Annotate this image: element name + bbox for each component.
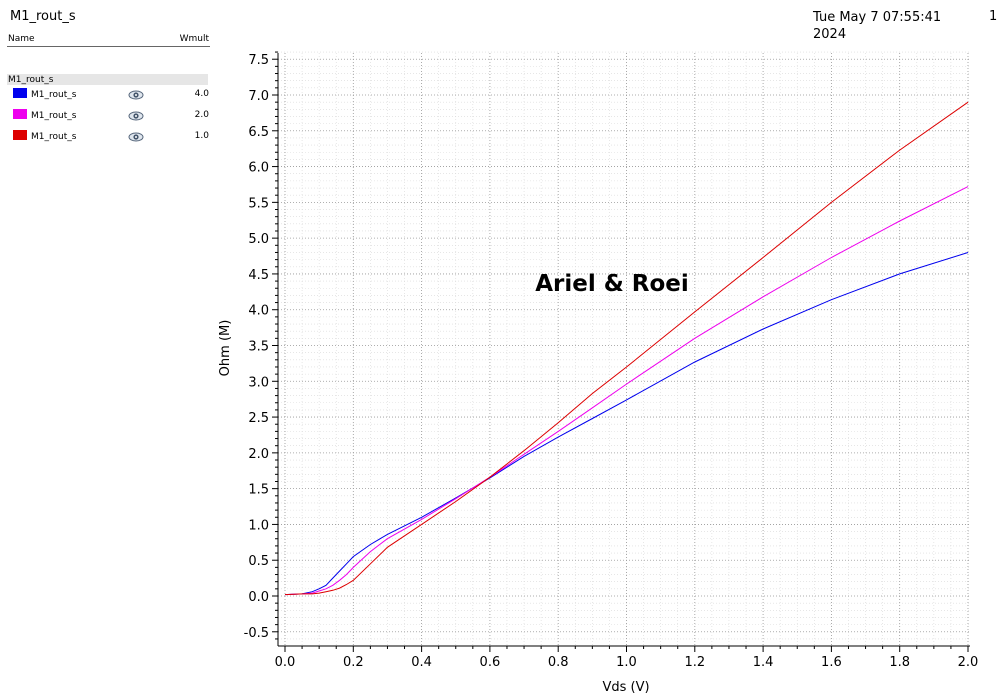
- legend-item[interactable]: M1_rout_s 4.0: [13, 88, 209, 102]
- y-tick-label: 7.5: [248, 53, 269, 68]
- chart-annotation: Ariel & Roei: [535, 271, 689, 297]
- x-tick-label: 0.8: [548, 655, 569, 670]
- x-axis-label: Vds (V): [602, 680, 649, 695]
- x-tick-label: 0.4: [411, 655, 432, 670]
- timestamp: Tue May 7 07:55:41 2024: [813, 9, 941, 43]
- y-tick-label: 6.5: [248, 125, 269, 140]
- plot-title: M1_rout_s: [10, 9, 76, 24]
- y-tick-label: -0.5: [244, 626, 269, 641]
- y-tick-label: 3.0: [248, 375, 269, 390]
- y-tick-label: 5.0: [248, 232, 269, 247]
- legend-group-label: M1_rout_s: [8, 75, 54, 85]
- timestamp-line-2: 2024: [813, 27, 847, 42]
- eye-icon[interactable]: [128, 89, 144, 101]
- y-tick-label: 1.0: [248, 518, 269, 533]
- x-tick-label: 0.2: [343, 655, 364, 670]
- legend-group[interactable]: M1_rout_s: [7, 74, 208, 85]
- legend-header: Name Wmult: [7, 33, 210, 47]
- y-tick-label: 3.5: [248, 340, 269, 355]
- x-tick-label: 1.6: [821, 655, 842, 670]
- series-line[interactable]: [284, 186, 969, 596]
- series-line[interactable]: [284, 252, 969, 596]
- legend-item-label: M1_rout_s: [31, 90, 77, 100]
- legend-item-label: M1_rout_s: [31, 111, 77, 121]
- legend-swatch: [13, 88, 27, 98]
- y-tick-label: 4.5: [248, 268, 269, 283]
- legend-item-wmult: 2.0: [194, 110, 209, 120]
- y-tick-label: 7.0: [248, 89, 269, 104]
- legend-item-wmult: 4.0: [194, 89, 209, 99]
- legend-swatch: [13, 130, 27, 140]
- series-line[interactable]: [284, 101, 969, 596]
- x-tick-label: 0.6: [480, 655, 501, 670]
- legend-item-wmult: 1.0: [194, 131, 209, 141]
- y-tick-label: 4.0: [248, 304, 269, 319]
- y-tick-label: 2.5: [248, 411, 269, 426]
- y-tick-label: 1.5: [248, 483, 269, 498]
- legend-column-wmult: Wmult: [179, 34, 209, 44]
- eye-icon[interactable]: [128, 131, 144, 143]
- legend-swatch: [13, 109, 27, 119]
- timestamp-line-1: Tue May 7 07:55:41: [813, 10, 942, 25]
- y-tick-label: 2.0: [248, 447, 269, 462]
- legend-column-name: Name: [8, 34, 35, 44]
- x-tick-label: 0.0: [275, 655, 296, 670]
- y-tick-label: 6.0: [248, 161, 269, 176]
- x-tick-label: 2.0: [958, 655, 979, 670]
- eye-icon[interactable]: [128, 110, 144, 122]
- y-tick-label: 0.0: [248, 590, 269, 605]
- y-tick-label: 0.5: [248, 554, 269, 569]
- page-number: 1: [989, 9, 998, 24]
- legend-item-label: M1_rout_s: [31, 132, 77, 142]
- x-tick-label: 1.8: [889, 655, 910, 670]
- y-tick-label: 5.5: [248, 196, 269, 211]
- x-tick-label: 1.0: [616, 655, 637, 670]
- legend-item[interactable]: M1_rout_s 2.0: [13, 109, 209, 123]
- y-axis-label: Ohm (M): [218, 320, 233, 377]
- x-tick-label: 1.2: [684, 655, 705, 670]
- legend-item[interactable]: M1_rout_s 1.0: [13, 130, 209, 144]
- x-tick-label: 1.4: [753, 655, 774, 670]
